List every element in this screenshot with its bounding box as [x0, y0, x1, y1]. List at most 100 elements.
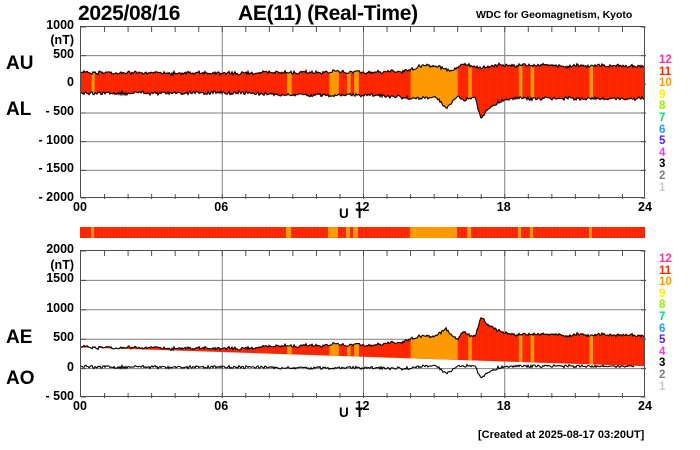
availability-tick: [254, 227, 255, 238]
y-tick-label: 1000: [46, 300, 74, 315]
availability-tick: [161, 227, 162, 238]
availability-tick: [365, 227, 366, 238]
availability-tick: [134, 227, 135, 238]
availability-tick: [326, 227, 327, 238]
availability-tick: [110, 227, 111, 238]
availability-tick: [167, 227, 168, 238]
y-tick-label: 1000: [46, 18, 74, 32]
data-source-credit: WDC for Geomagnetism, Kyoto: [476, 9, 633, 21]
availability-tick: [86, 227, 87, 238]
availability-tick: [623, 227, 624, 238]
availability-tick: [536, 227, 537, 238]
availability-tick: [599, 227, 600, 238]
availability-tick: [113, 227, 114, 238]
ae-ao-unit-label: (nT): [50, 258, 74, 272]
availability-tick: [89, 227, 90, 238]
availability-tick: [461, 227, 462, 238]
ae-ao-trace: [81, 316, 644, 379]
availability-tick: [566, 227, 567, 238]
station-availability-bar: [80, 227, 645, 238]
legend-item-4: 4: [659, 345, 666, 358]
availability-tick: [248, 227, 249, 238]
ao-series-label: AO: [6, 368, 35, 389]
availability-tick: [311, 227, 312, 238]
ae-series-label: AE: [6, 327, 33, 348]
x-tick-label: 12: [355, 200, 370, 214]
availability-tick: [317, 227, 318, 238]
availability-tick: [107, 227, 108, 238]
availability-tick: [458, 227, 459, 238]
availability-tick: [398, 227, 399, 238]
availability-tick: [572, 227, 573, 238]
availability-tick: [275, 227, 276, 238]
availability-tick: [539, 227, 540, 238]
legend-item-2: 2: [659, 169, 666, 182]
au-al-plot-panel: [80, 26, 646, 199]
availability-tick: [158, 227, 159, 238]
availability-tick: [377, 227, 378, 238]
availability-tick: [233, 227, 234, 238]
y-tick-label: 2000: [46, 242, 74, 256]
availability-tick: [200, 227, 201, 238]
x-tick-label: 24: [638, 200, 652, 214]
availability-segment: [517, 227, 522, 238]
availability-tick: [242, 227, 243, 238]
availability-tick: [638, 227, 639, 238]
availability-tick: [521, 227, 522, 238]
availability-tick: [344, 227, 345, 238]
availability-tick: [245, 227, 246, 238]
ae-ao-x-axis-title: U T: [339, 405, 366, 420]
availability-tick: [368, 227, 369, 238]
y-tick-label: - 1500: [38, 161, 74, 176]
availability-tick: [119, 227, 120, 238]
availability-tick: [188, 227, 189, 238]
availability-tick: [464, 227, 465, 238]
availability-tick: [227, 227, 228, 238]
legend-item-11: 11: [659, 65, 672, 78]
availability-tick: [143, 227, 144, 238]
availability-tick: [605, 227, 606, 238]
availability-tick: [614, 227, 615, 238]
au-al-trace: [81, 62, 644, 119]
availability-tick: [122, 227, 123, 238]
availability-tick: [620, 227, 621, 238]
availability-tick: [314, 227, 315, 238]
availability-tick: [83, 227, 84, 238]
availability-tick: [251, 227, 252, 238]
station-count-legend-bottom: 12 11 10 9 8 7 6 5 4 3 2 1: [659, 253, 685, 393]
availability-tick: [641, 227, 642, 238]
availability-tick: [482, 227, 483, 238]
legend-item-7: 7: [659, 111, 666, 124]
legend-item-10: 10: [659, 77, 672, 90]
availability-segment: [346, 227, 350, 238]
availability-tick: [104, 227, 105, 238]
availability-tick: [260, 227, 261, 238]
legend-item-6: 6: [659, 123, 666, 136]
availability-tick: [476, 227, 477, 238]
availability-tick: [587, 227, 588, 238]
availability-tick: [626, 227, 627, 238]
availability-tick: [635, 227, 636, 238]
availability-tick: [548, 227, 549, 238]
y-tick-label: - 2000: [38, 190, 74, 204]
availability-tick: [392, 227, 393, 238]
availability-tick: [644, 227, 645, 238]
availability-tick: [236, 227, 237, 238]
ae-ao-plot-panel: [80, 250, 646, 398]
availability-segment: [588, 227, 593, 238]
legend-item-7: 7: [659, 310, 666, 323]
legend-item-9: 9: [659, 287, 666, 300]
availability-tick: [503, 227, 504, 238]
x-tick-label: 18: [496, 200, 511, 214]
availability-tick: [341, 227, 342, 238]
availability-segment: [90, 227, 94, 238]
availability-tick: [293, 227, 294, 238]
availability-tick: [179, 227, 180, 238]
availability-tick: [125, 227, 126, 238]
availability-tick: [407, 227, 408, 238]
availability-tick: [542, 227, 543, 238]
y-tick-label: - 500: [45, 104, 75, 118]
availability-tick: [215, 227, 216, 238]
availability-tick: [359, 227, 360, 238]
availability-tick: [383, 227, 384, 238]
